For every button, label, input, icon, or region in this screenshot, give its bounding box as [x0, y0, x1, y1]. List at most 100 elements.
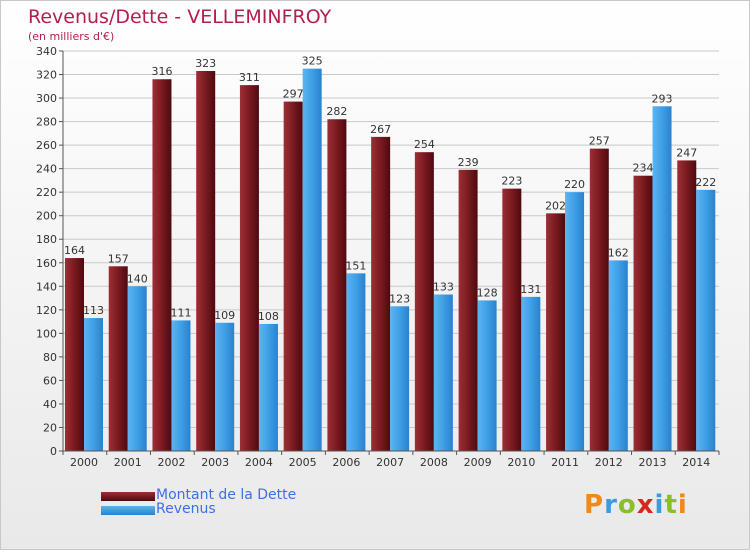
chart-title: Revenus/Dette - VELLEMINFROY: [28, 6, 332, 28]
data-label: 131: [520, 283, 541, 296]
data-label: 297: [283, 88, 304, 101]
y-tick-label: 240: [36, 163, 57, 176]
bar-revenus: [127, 286, 147, 451]
x-tick-label: 2003: [201, 456, 229, 469]
data-label: 140: [127, 272, 148, 285]
logo-letter: i: [677, 490, 688, 520]
x-tick-label: 2001: [114, 456, 142, 469]
proxiti-logo: Proxiti: [584, 490, 688, 520]
bar-revenus: [346, 273, 366, 451]
y-tick-label: 20: [43, 421, 57, 434]
bar-dette: [283, 101, 303, 452]
data-label: 316: [151, 65, 172, 78]
data-label: 254: [414, 138, 435, 151]
bar-dette: [371, 136, 391, 451]
bar-revenus: [84, 318, 103, 451]
y-tick-label: 60: [43, 374, 57, 387]
y-tick-label: 300: [36, 92, 57, 105]
data-label: 202: [545, 199, 566, 212]
y-tick-label: 160: [36, 257, 57, 270]
data-label: 109: [214, 309, 235, 322]
y-tick-label: 220: [36, 186, 57, 199]
data-label: 162: [608, 246, 629, 259]
data-label: 128: [477, 286, 498, 299]
x-tick-label: 2009: [464, 456, 492, 469]
x-tick-label: 2006: [332, 456, 360, 469]
axis-layer: [59, 50, 720, 455]
data-label: 282: [326, 105, 347, 118]
x-tick-label: 2008: [420, 456, 448, 469]
y-tick-label: 340: [36, 45, 57, 58]
logo-letter: x: [636, 490, 655, 520]
bar-revenus: [696, 189, 716, 451]
y-tick-label: 40: [43, 398, 57, 411]
bar-dette: [196, 71, 216, 451]
bar-revenus: [652, 106, 672, 451]
bar-dette: [677, 160, 697, 452]
bar-dette: [589, 148, 609, 451]
bar-revenus: [390, 306, 410, 451]
data-label: 113: [83, 304, 104, 317]
y-tick-label: 180: [36, 233, 57, 246]
x-tick-label: 2007: [376, 456, 404, 469]
bar-revenus: [521, 296, 541, 451]
y-tick-label: 320: [36, 69, 57, 82]
logo-letter: r: [604, 490, 618, 520]
y-tick-label: 280: [36, 116, 57, 129]
bar-dette: [108, 266, 128, 451]
x-tick-label: 2005: [289, 456, 317, 469]
bar-revenus: [215, 322, 235, 451]
x-tick-label: 2002: [157, 456, 185, 469]
data-label: 108: [258, 310, 279, 323]
x-tick-label: 2000: [70, 456, 98, 469]
data-label: 234: [633, 162, 654, 175]
data-label: 257: [589, 135, 610, 148]
bars-layer: [65, 68, 716, 452]
bar-revenus: [433, 294, 453, 451]
x-tick-label: 2014: [682, 456, 710, 469]
bar-dette: [414, 152, 434, 452]
data-label: 220: [564, 178, 585, 191]
bar-dette: [502, 188, 522, 451]
y-tick-label: 80: [43, 351, 57, 364]
labels-layer: 0 20 40 60 80 100 120 140 160 180 200 220 240 260 280 3…: [36, 45, 716, 469]
legend-swatch-revenus: [101, 506, 155, 515]
bar-revenus: [258, 323, 278, 451]
x-tick-label: 2012: [595, 456, 623, 469]
y-tick-label: 140: [36, 280, 57, 293]
y-tick-label: 120: [36, 304, 57, 317]
data-label: 164: [64, 244, 85, 257]
x-tick-label: 2010: [507, 456, 535, 469]
bar-dette: [546, 213, 566, 451]
data-label: 323: [195, 57, 216, 70]
data-label: 111: [170, 306, 191, 319]
data-label: 267: [370, 123, 391, 136]
x-tick-label: 2013: [639, 456, 667, 469]
legend-swatch-dette: [101, 492, 155, 501]
legend-label-dette: Montant de la Dette: [156, 487, 297, 503]
bar-dette: [152, 79, 172, 451]
data-label: 223: [501, 175, 522, 188]
logo-letter: i: [654, 490, 665, 520]
bar-dette: [239, 85, 259, 451]
y-tick-label: 100: [36, 327, 57, 340]
data-label: 293: [652, 92, 673, 105]
chart-subtitle: (en milliers d'€): [28, 30, 115, 43]
bar-dette: [633, 175, 653, 452]
logo-letter: o: [617, 490, 637, 520]
bar-revenus: [477, 300, 497, 451]
data-label: 311: [239, 71, 260, 84]
bar-dette: [65, 258, 84, 451]
bar-dette: [458, 169, 478, 451]
data-label: 123: [389, 292, 410, 305]
bar-dette: [327, 119, 347, 451]
bar-revenus: [608, 260, 628, 451]
data-label: 151: [345, 259, 366, 272]
logo-letter: t: [664, 490, 678, 520]
y-tick-label: 200: [36, 210, 57, 223]
data-label: 133: [433, 281, 454, 294]
bar-revenus: [565, 192, 585, 452]
data-label: 239: [458, 156, 479, 169]
